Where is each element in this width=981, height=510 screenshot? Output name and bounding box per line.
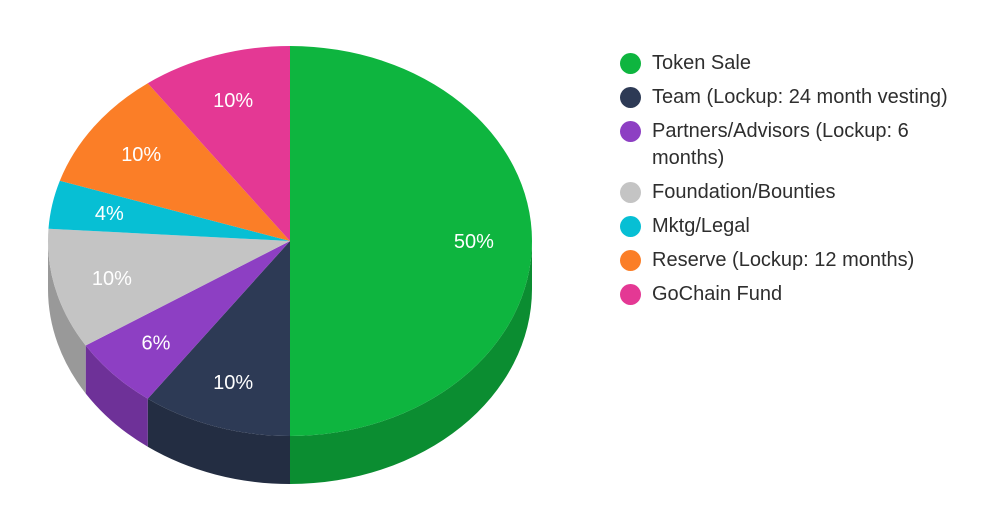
legend-label: Team (Lockup: 24 month vesting) bbox=[652, 86, 948, 108]
slice-partners-advisors-lockup-6-months bbox=[85, 241, 291, 399]
slice-gochain-fund bbox=[147, 46, 290, 241]
legend-swatch bbox=[620, 53, 641, 74]
slice-side-partners-advisors-lockup-6-months bbox=[85, 345, 148, 447]
slice-foundation-bounties bbox=[47, 228, 290, 346]
legend-label: Foundation/Bounties bbox=[652, 181, 836, 203]
legend-label: Mktg/Legal bbox=[652, 215, 750, 237]
legend-item-reserve-lockup-12-months[interactable]: Reserve (Lockup: 12 months) bbox=[620, 247, 965, 274]
legend: Token Sale Team (Lockup: 24 month vesting… bbox=[620, 50, 965, 315]
legend-label: Reserve (Lockup: 12 months) bbox=[652, 249, 915, 271]
legend-item-foundation-bounties[interactable]: Foundation/Bounties bbox=[620, 179, 965, 206]
slice-reserve-lockup-12-months bbox=[59, 83, 290, 241]
legend-label: GoChain Fund bbox=[652, 283, 783, 305]
slice-label-team-lockup-24-month-vesting: 10% bbox=[213, 372, 253, 394]
legend-swatch bbox=[620, 284, 641, 305]
slice-team-lockup-24-month-vesting bbox=[147, 241, 290, 436]
slice-side-token-sale bbox=[290, 241, 532, 484]
slice-token-sale bbox=[290, 46, 532, 436]
legend-swatch bbox=[620, 87, 641, 108]
legend-swatch bbox=[620, 182, 641, 203]
slice-label-mktg-legal: 4% bbox=[95, 203, 124, 225]
legend-label: Partners/Advisors (Lockup: 6 months) bbox=[652, 120, 909, 169]
slice-label-reserve-lockup-12-months: 10% bbox=[121, 144, 161, 166]
slice-label-partners-advisors-lockup-6-months: 6% bbox=[141, 332, 170, 354]
legend-item-team-lockup-24-month-vesting[interactable]: Team (Lockup: 24 month vesting) bbox=[620, 84, 965, 111]
slice-mktg-legal bbox=[48, 180, 290, 241]
slice-side-team-lockup-24-month-vesting bbox=[147, 398, 290, 484]
legend-swatch bbox=[620, 121, 641, 142]
slice-label-gochain-fund: 10% bbox=[213, 90, 253, 112]
legend-label: Token Sale bbox=[652, 52, 751, 74]
legend-item-mktg-legal[interactable]: Mktg/Legal bbox=[620, 213, 965, 240]
legend-item-token-sale[interactable]: Token Sale bbox=[620, 50, 965, 77]
pie-top bbox=[47, 46, 532, 436]
legend-swatch bbox=[620, 216, 641, 237]
slice-label-foundation-bounties: 10% bbox=[92, 268, 132, 290]
legend-swatch bbox=[620, 250, 641, 271]
slice-side-foundation-bounties bbox=[48, 241, 86, 394]
legend-item-partners-advisors-lockup-6-months[interactable]: Partners/Advisors (Lockup: 6 months) bbox=[620, 118, 965, 172]
slice-label-token-sale: 50% bbox=[454, 231, 494, 253]
pie-depth bbox=[48, 241, 532, 484]
legend-item-gochain-fund[interactable]: GoChain Fund bbox=[620, 281, 965, 308]
pie-labels: 50% 10% 6% 10% 4% 10% 10% bbox=[92, 90, 494, 394]
